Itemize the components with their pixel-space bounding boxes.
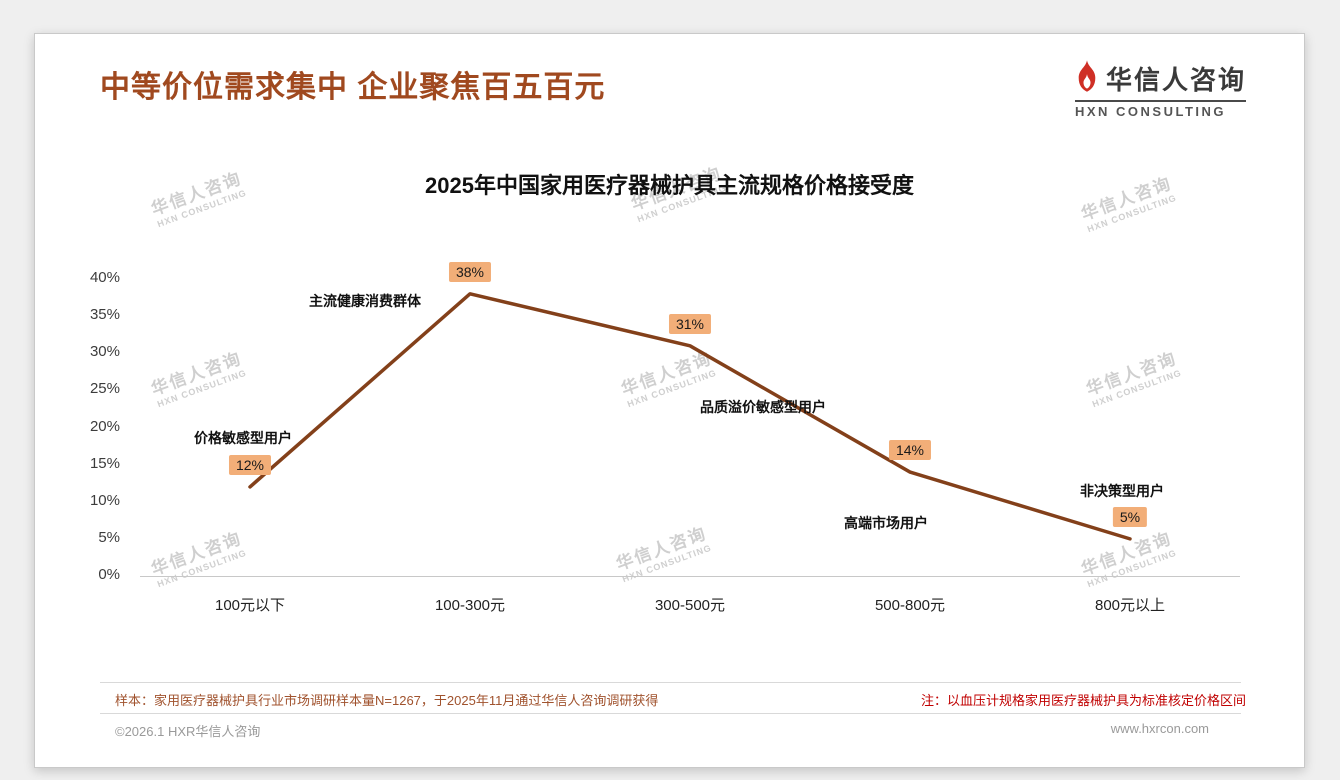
y-axis-tick: 20% [89, 417, 120, 435]
chart-title: 2025年中国家用医疗器械护具主流规格价格接受度 [425, 173, 914, 198]
data-label: 38% [448, 261, 492, 282]
y-axis-tick: 35% [89, 306, 120, 324]
y-axis-tick: 10% [89, 491, 120, 509]
y-axis-tick: 25% [89, 380, 120, 398]
series-annotation: 价格敏感型用户 [194, 430, 292, 446]
website: www.hxrcon.com [1110, 721, 1209, 736]
copyright: ©2026.1 HXR华信人咨询 [115, 724, 261, 739]
y-axis-tick: 0% [98, 566, 120, 583]
slide-card: 华信人咨询 HXN CONSULTING 华信人咨询 HXN CONSULTING 华信… [34, 33, 1305, 768]
y-axis-tick: 15% [89, 454, 120, 472]
series-annotation: 非决策型用户 [1080, 483, 1164, 499]
brand-logo: 华信人咨询 HXN CONSULTING [1074, 60, 1246, 119]
brand-logo-row: 华信人咨询 [1075, 60, 1246, 97]
data-label: 12% [228, 454, 272, 475]
series-annotation: 品质溢价敏感型用户 [700, 399, 826, 415]
x-axis-label: 100元以下 [214, 597, 286, 614]
series-annotation: 高端市场用户 [844, 515, 928, 531]
x-axis-label: 500-800元 [874, 597, 946, 614]
brand-name: 华信人咨询 [1105, 65, 1246, 95]
data-label: 31% [668, 313, 712, 334]
data-label: 5% [1112, 506, 1148, 527]
x-axis-label: 800元以上 [1094, 597, 1166, 614]
y-axis-tick: 5% [98, 528, 120, 546]
footer-divider-bottom [100, 713, 1241, 714]
brand-subtitle: HXN CONSULTING [1074, 100, 1246, 119]
series-annotation: 主流健康消费群体 [309, 293, 421, 309]
chart-area: 0% 5% 10% 15% 20% 25% 30% 35% 40% 100元以下 100-300元 3… [35, 34, 1304, 767]
y-axis-tick: 40% [89, 269, 120, 286]
x-axis-label: 300-500元 [654, 597, 726, 614]
page-title: 中等价位需求集中 企业聚焦百五百元 [100, 71, 606, 104]
x-axis-line [140, 576, 1240, 577]
y-axis-tick: 30% [89, 343, 120, 361]
price-note: 注：以血压计规格家用医疗器械护具为标准核定价格区间 [920, 693, 1246, 708]
brand-flame-icon [1075, 60, 1099, 97]
footer-divider-top [100, 682, 1241, 683]
sample-note: 样本：家用医疗器械护具行业市场调研样本量N=1267，于2025年11月通过华信… [115, 693, 659, 708]
data-label: 14% [888, 440, 932, 461]
x-axis-label: 100-300元 [434, 597, 506, 614]
